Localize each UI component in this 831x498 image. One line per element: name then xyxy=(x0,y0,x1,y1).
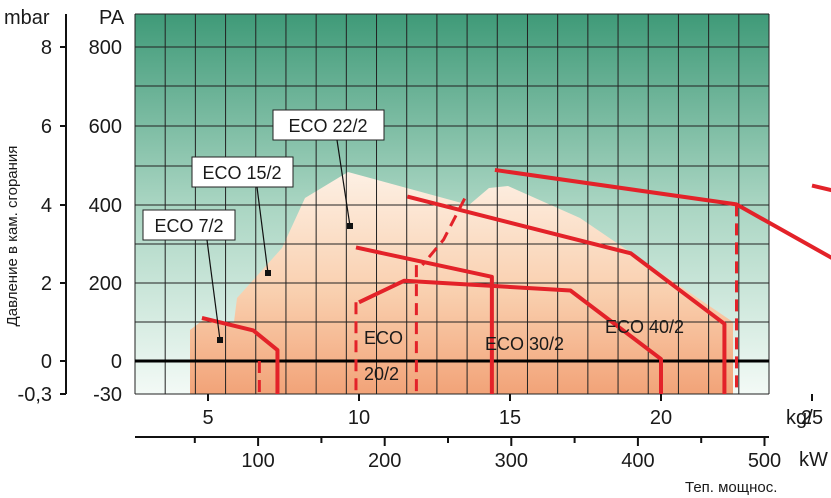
leader-dot-eco-15 xyxy=(265,270,271,276)
curve-eco-7-2 xyxy=(201,315,280,394)
label-box-eco-15 xyxy=(191,156,294,188)
label-text-eco-7: ECO 7/2 xyxy=(154,216,223,236)
leader-eco-22 xyxy=(336,139,351,227)
y-tick-label-mbar: 8 xyxy=(41,37,52,59)
curve-eco-15-2 xyxy=(355,245,494,394)
label-text-eco-15: ECO 15/2 xyxy=(202,163,281,183)
x-tick-label-kw: 100 xyxy=(241,450,274,472)
series-labels: ECO 7/2 ECO 15/2 ECO 22/2 ECO 20/2 ECO 3… xyxy=(142,109,684,384)
label-box-eco-22 xyxy=(272,109,385,141)
label-text-eco-20-line2: 20/2 xyxy=(364,364,399,384)
x-axis-kg: 510152025303540 kg/ xyxy=(202,394,823,429)
label-eco-22: ECO 22/2 xyxy=(272,109,385,229)
curve-eco-20-2 xyxy=(358,278,663,394)
label-box-eco-7 xyxy=(142,209,236,241)
y-axis-pa: PA 800 600 400 200 0 -30 xyxy=(89,7,125,406)
x-axis-kw-title: Теп. мощнос. xyxy=(685,479,777,496)
x-unit-kg: kg/ xyxy=(786,407,813,429)
leader-eco-15 xyxy=(256,186,269,274)
y-tick-label-pa: 400 xyxy=(89,195,122,217)
boiler-curves xyxy=(201,167,831,394)
x-unit-kw: kW xyxy=(799,449,828,471)
y-tick-label-pa: 600 xyxy=(89,116,122,138)
y-tick-label-pa: -30 xyxy=(93,384,122,406)
label-text-eco-22: ECO 22/2 xyxy=(288,116,367,136)
label-text-eco-30: ECO 30/2 xyxy=(485,334,564,354)
y-unit-mbar: mbar xyxy=(4,7,50,29)
label-eco-7: ECO 7/2 xyxy=(142,209,236,343)
curve-eco-22-2 xyxy=(406,194,727,394)
label-text-eco-40: ECO 40/2 xyxy=(605,317,684,337)
x-tick-label-kg: 15 xyxy=(499,407,521,429)
curve-eco-40-2 xyxy=(811,183,831,193)
y-tick-label-pa: 0 xyxy=(111,351,122,373)
leader-dot-eco-22 xyxy=(347,223,353,229)
x-tick-label-kg: 25 xyxy=(801,407,823,429)
y-tick-label-pa: 200 xyxy=(89,273,122,295)
label-eco-15: ECO 15/2 xyxy=(191,156,294,276)
leader-dot-eco-7 xyxy=(217,337,223,343)
x-tick-label-kw: 400 xyxy=(621,450,654,472)
leader-eco-7 xyxy=(206,239,221,341)
x-tick-label-kg: 10 xyxy=(348,407,370,429)
curve-dashed-eco-22-2 xyxy=(421,197,467,267)
y-axis-mbar: mbar 8 6 4 2 0 -0,3 xyxy=(4,7,67,406)
curve-eco-30-2 xyxy=(494,167,831,260)
x-tick-label-kg: 5 xyxy=(202,407,213,429)
x-axis-kw: 100 200 300 400 500 kW Теп. мощнос. xyxy=(135,436,828,496)
y-unit-pa: PA xyxy=(99,7,125,29)
y-tick-label-mbar: 6 xyxy=(41,116,52,138)
y-tick-label-pa: 800 xyxy=(89,37,122,59)
x-tick-label-kw: 300 xyxy=(495,450,528,472)
label-text-eco-20-line1: ECO xyxy=(364,328,403,348)
y-axis-title: Давление в кам. сгорания xyxy=(4,146,21,327)
x-tick-label-kg: 20 xyxy=(650,407,672,429)
x-tick-label-kw: 500 xyxy=(748,450,781,472)
x-tick-label-kw: 200 xyxy=(368,450,401,472)
y-tick-label-mbar: -0,3 xyxy=(18,384,52,406)
y-tick-label-mbar: 4 xyxy=(41,195,52,217)
y-tick-label-mbar: 0 xyxy=(41,351,52,373)
y-tick-label-mbar: 2 xyxy=(41,273,52,295)
